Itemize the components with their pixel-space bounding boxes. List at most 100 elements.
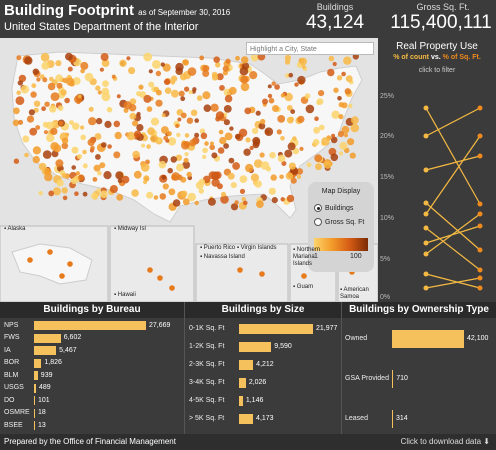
- slope-point[interactable]: [423, 133, 429, 139]
- building-marker[interactable]: [305, 104, 315, 114]
- real-property-use-panel[interactable]: Real Property Use % of count vs. % of Sq…: [378, 38, 496, 302]
- size-panel[interactable]: Buildings by Size 0-1K Sq. Ft 21,977 1-2K …: [185, 302, 341, 434]
- slope-point[interactable]: [423, 225, 429, 231]
- slope-point[interactable]: [477, 153, 483, 159]
- building-marker[interactable]: [116, 194, 124, 201]
- building-marker[interactable]: [216, 183, 223, 190]
- building-marker[interactable]: [82, 163, 88, 169]
- slope-line[interactable]: [425, 273, 481, 289]
- building-marker[interactable]: [265, 166, 271, 172]
- building-marker[interactable]: [62, 195, 68, 201]
- building-marker[interactable]: [80, 68, 85, 74]
- building-marker[interactable]: [306, 162, 312, 168]
- building-marker[interactable]: [26, 115, 35, 123]
- building-marker[interactable]: [82, 149, 87, 155]
- building-marker[interactable]: [49, 105, 57, 113]
- building-marker[interactable]: [148, 69, 153, 74]
- building-marker[interactable]: [196, 95, 203, 101]
- building-marker[interactable]: [188, 90, 193, 95]
- bar[interactable]: [239, 360, 254, 370]
- building-marker[interactable]: [198, 188, 204, 194]
- building-marker[interactable]: [333, 87, 339, 93]
- bar[interactable]: [34, 383, 36, 393]
- building-marker[interactable]: [184, 152, 189, 157]
- building-marker[interactable]: [323, 161, 332, 169]
- building-marker[interactable]: [277, 115, 286, 123]
- building-marker[interactable]: [121, 175, 130, 184]
- building-marker[interactable]: [22, 135, 30, 143]
- building-marker[interactable]: [327, 68, 335, 77]
- building-marker[interactable]: [347, 138, 355, 146]
- building-marker[interactable]: [337, 96, 342, 101]
- building-marker[interactable]: [198, 178, 205, 185]
- building-marker[interactable]: [253, 159, 263, 168]
- building-marker[interactable]: [270, 174, 277, 181]
- building-marker[interactable]: [338, 102, 344, 108]
- building-marker[interactable]: [157, 275, 163, 281]
- building-marker[interactable]: [338, 114, 344, 120]
- building-marker[interactable]: [277, 154, 286, 163]
- building-marker[interactable]: [148, 81, 155, 88]
- building-marker[interactable]: [210, 103, 219, 112]
- building-marker[interactable]: [67, 261, 73, 267]
- building-marker[interactable]: [155, 70, 162, 77]
- building-marker[interactable]: [259, 271, 265, 277]
- map-canvas[interactable]: [0, 38, 378, 302]
- building-marker[interactable]: [280, 197, 285, 202]
- building-marker[interactable]: [97, 90, 102, 95]
- building-marker[interactable]: [268, 97, 275, 104]
- building-marker[interactable]: [314, 154, 323, 163]
- building-marker[interactable]: [234, 200, 239, 205]
- building-marker[interactable]: [80, 134, 86, 141]
- building-marker[interactable]: [61, 142, 69, 150]
- building-marker[interactable]: [171, 89, 179, 98]
- building-marker[interactable]: [77, 153, 83, 160]
- building-marker[interactable]: [32, 146, 42, 155]
- bureau-panel[interactable]: Buildings by Bureau NPS 27,669 FWS 6,602 IA 5…: [0, 302, 184, 434]
- building-marker[interactable]: [47, 82, 56, 91]
- building-marker[interactable]: [281, 161, 287, 166]
- building-marker[interactable]: [239, 175, 248, 184]
- building-marker[interactable]: [49, 76, 54, 82]
- bar[interactable]: [34, 321, 146, 330]
- building-marker[interactable]: [286, 194, 295, 203]
- building-marker[interactable]: [280, 136, 285, 141]
- building-marker[interactable]: [103, 171, 112, 180]
- building-marker[interactable]: [241, 56, 249, 64]
- building-marker[interactable]: [217, 147, 225, 154]
- building-marker[interactable]: [163, 78, 171, 85]
- building-marker[interactable]: [46, 133, 55, 143]
- building-marker[interactable]: [286, 116, 294, 124]
- bar[interactable]: [392, 330, 464, 348]
- building-marker[interactable]: [341, 125, 350, 134]
- building-marker[interactable]: [24, 152, 29, 158]
- slope-point[interactable]: [477, 133, 483, 139]
- building-marker[interactable]: [299, 57, 308, 66]
- option-buildings[interactable]: Buildings: [314, 204, 353, 212]
- building-markers[interactable]: [12, 52, 360, 291]
- building-marker[interactable]: [343, 133, 349, 138]
- building-marker[interactable]: [134, 130, 142, 138]
- building-marker[interactable]: [330, 153, 339, 162]
- slope-points-sqft[interactable]: [477, 105, 483, 291]
- building-marker[interactable]: [84, 72, 94, 82]
- building-marker[interactable]: [42, 150, 52, 159]
- building-marker[interactable]: [95, 85, 101, 91]
- building-marker[interactable]: [65, 52, 73, 61]
- building-marker[interactable]: [318, 90, 325, 97]
- building-marker[interactable]: [239, 188, 246, 194]
- slope-line[interactable]: [425, 277, 481, 289]
- building-marker[interactable]: [222, 65, 229, 72]
- building-marker[interactable]: [42, 121, 49, 128]
- building-marker[interactable]: [44, 168, 52, 176]
- building-marker[interactable]: [301, 64, 306, 69]
- building-marker[interactable]: [115, 171, 124, 180]
- building-marker[interactable]: [182, 59, 189, 66]
- building-marker[interactable]: [31, 83, 37, 89]
- building-marker[interactable]: [52, 187, 62, 196]
- building-marker[interactable]: [280, 93, 286, 98]
- building-marker[interactable]: [284, 149, 293, 158]
- building-marker[interactable]: [38, 191, 43, 196]
- building-marker[interactable]: [55, 60, 62, 67]
- building-marker[interactable]: [350, 123, 360, 133]
